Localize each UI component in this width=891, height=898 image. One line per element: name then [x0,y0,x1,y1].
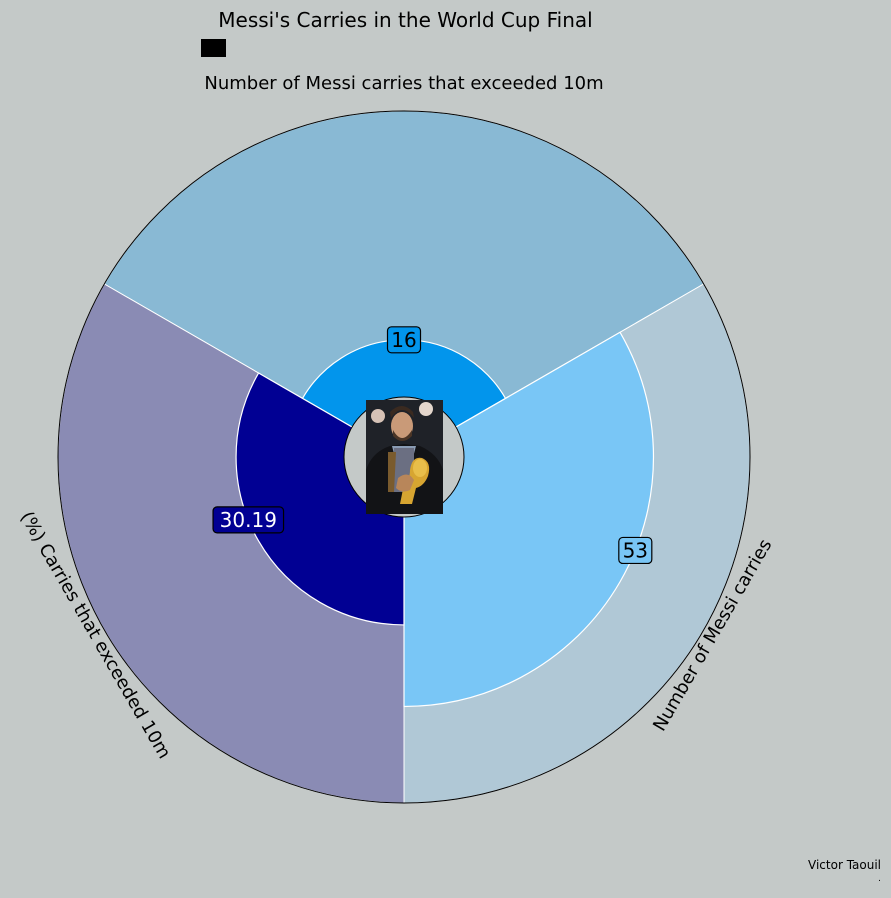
chart-title: Messi's Carries in the World Cup Final [218,8,593,32]
credit-author: Victor Taouil [808,858,881,872]
messi-photo-image [366,400,443,514]
value-label-text: 53 [623,538,648,562]
bar-2 [403,331,655,708]
value-label-1: 16 [386,326,422,354]
value-label-3: 30.19 [212,506,285,534]
category-label-1: Number of Messi carries that exceeded 10… [204,73,603,94]
value-label-box [386,326,422,354]
center-hub [343,396,465,518]
outer-rim [57,110,751,804]
value-labels: 16 53 30.19 [212,326,653,565]
credit-note: . [878,874,881,884]
value-label-box [212,506,285,534]
value-label-box [618,536,653,565]
value-label-2: 53 [618,536,653,565]
value-label-text: 30.19 [220,508,277,532]
legend-swatch [201,39,226,57]
credit: Victor Taouil . [808,858,881,886]
value-label-text: 16 [391,328,416,352]
